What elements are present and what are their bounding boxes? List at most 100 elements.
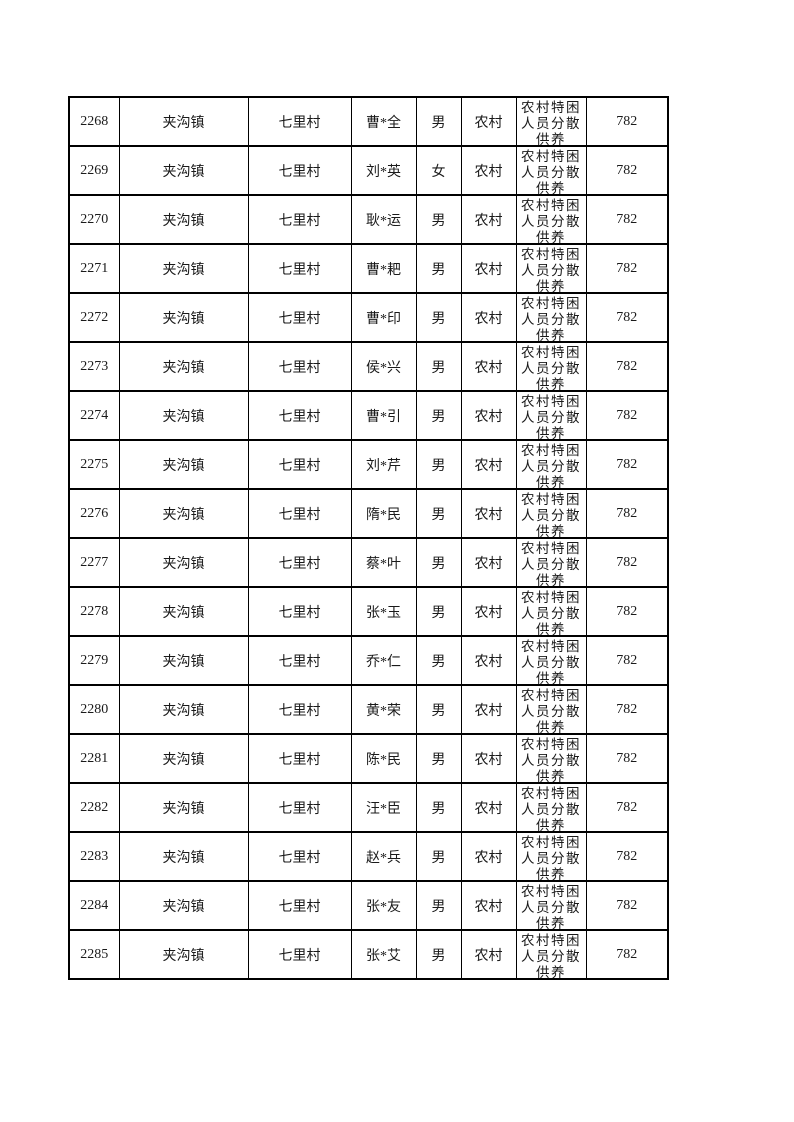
- cell-amount: 782: [585, 733, 669, 784]
- cell-seq: 2279: [68, 635, 120, 686]
- cell-category: 农村特困人员分散供养: [515, 194, 587, 245]
- cell-amount: 782: [585, 488, 669, 539]
- cell-seq: 2284: [68, 880, 120, 931]
- cell-name: 曹*耙: [350, 243, 417, 294]
- cell-seq: 2270: [68, 194, 120, 245]
- cell-gender: 男: [415, 292, 462, 343]
- cell-name: 张*玉: [350, 586, 417, 637]
- cell-village: 七里村: [247, 194, 352, 245]
- cell-amount: 782: [585, 439, 669, 490]
- category-text: 农村特困人员分散供养: [521, 737, 581, 782]
- cell-gender: 男: [415, 586, 462, 637]
- cell-town: 夹沟镇: [118, 488, 249, 539]
- cell-name: 张*艾: [350, 929, 417, 980]
- cell-seq: 2276: [68, 488, 120, 539]
- cell-gender: 男: [415, 782, 462, 833]
- cell-village: 七里村: [247, 439, 352, 490]
- cell-area: 农村: [460, 880, 517, 931]
- category-text: 农村特困人员分散供养: [521, 786, 581, 831]
- cell-amount: 782: [585, 96, 669, 147]
- cell-area: 农村: [460, 684, 517, 735]
- cell-gender: 男: [415, 341, 462, 392]
- cell-town: 夹沟镇: [118, 96, 249, 147]
- cell-area: 农村: [460, 537, 517, 588]
- cell-gender: 男: [415, 831, 462, 882]
- table-row: 2271 夹沟镇 七里村 曹*耙男农村 农村特困人员分散供养 782: [68, 243, 669, 294]
- cell-category: 农村特困人员分散供养: [515, 145, 587, 196]
- table-row: 2274 夹沟镇 七里村 曹*引男农村 农村特困人员分散供养 782: [68, 390, 669, 441]
- cell-area: 农村: [460, 96, 517, 147]
- cell-seq: 2274: [68, 390, 120, 441]
- category-text: 农村特困人员分散供养: [521, 835, 581, 880]
- cell-village: 七里村: [247, 831, 352, 882]
- cell-town: 夹沟镇: [118, 194, 249, 245]
- table-row: 2270 夹沟镇 七里村 耿*运男农村 农村特困人员分散供养 782: [68, 194, 669, 245]
- cell-gender: 男: [415, 96, 462, 147]
- cell-gender: 男: [415, 929, 462, 980]
- table-body: 2268 夹沟镇 七里村 曹*全男农村 农村特困人员分散供养 782 2269 夹沟镇 七里村刘…: [68, 96, 669, 980]
- cell-amount: 782: [585, 390, 669, 441]
- cell-seq: 2282: [68, 782, 120, 833]
- cell-name: 黄*荣: [350, 684, 417, 735]
- table-row: 2281 夹沟镇 七里村 陈*民男农村 农村特困人员分散供养 782: [68, 733, 669, 784]
- cell-amount: 782: [585, 586, 669, 637]
- cell-village: 七里村: [247, 96, 352, 147]
- category-text: 农村特困人员分散供养: [521, 884, 581, 929]
- cell-amount: 782: [585, 782, 669, 833]
- cell-town: 夹沟镇: [118, 439, 249, 490]
- cell-gender: 男: [415, 194, 462, 245]
- table-row: 2284 夹沟镇 七里村 张*友男农村 农村特困人员分散供养 782: [68, 880, 669, 931]
- cell-village: 七里村: [247, 684, 352, 735]
- cell-gender: 男: [415, 390, 462, 441]
- cell-gender: 男: [415, 635, 462, 686]
- cell-amount: 782: [585, 292, 669, 343]
- cell-amount: 782: [585, 929, 669, 980]
- table-row: 2283 夹沟镇 七里村 赵*兵男农村 农村特困人员分散供养 782: [68, 831, 669, 882]
- cell-town: 夹沟镇: [118, 831, 249, 882]
- cell-town: 夹沟镇: [118, 733, 249, 784]
- cell-seq: 2273: [68, 341, 120, 392]
- cell-name: 刘*英: [350, 145, 417, 196]
- table-row: 2269 夹沟镇 七里村 刘*英女农村 农村特困人员分散供养 782: [68, 145, 669, 196]
- category-text: 农村特困人员分散供养: [521, 247, 581, 292]
- table-row: 2273 夹沟镇 七里村 侯*兴男农村 农村特困人员分散供养 782: [68, 341, 669, 392]
- cell-category: 农村特困人员分散供养: [515, 782, 587, 833]
- cell-category: 农村特困人员分散供养: [515, 880, 587, 931]
- category-text: 农村特困人员分散供养: [521, 541, 581, 586]
- cell-village: 七里村: [247, 586, 352, 637]
- cell-seq: 2280: [68, 684, 120, 735]
- cell-category: 农村特困人员分散供养: [515, 831, 587, 882]
- cell-seq: 2277: [68, 537, 120, 588]
- cell-area: 农村: [460, 292, 517, 343]
- category-text: 农村特困人员分散供养: [521, 198, 581, 243]
- cell-village: 七里村: [247, 145, 352, 196]
- cell-area: 农村: [460, 635, 517, 686]
- cell-village: 七里村: [247, 488, 352, 539]
- category-text: 农村特困人员分散供养: [521, 639, 581, 684]
- cell-area: 农村: [460, 733, 517, 784]
- cell-amount: 782: [585, 831, 669, 882]
- table-row: 2279 夹沟镇 七里村 乔*仁男农村 农村特困人员分散供养 782: [68, 635, 669, 686]
- cell-name: 乔*仁: [350, 635, 417, 686]
- table-row: 2282 夹沟镇 七里村 汪*臣男农村 农村特困人员分散供养 782: [68, 782, 669, 833]
- cell-town: 夹沟镇: [118, 243, 249, 294]
- category-text: 农村特困人员分散供养: [521, 492, 581, 537]
- cell-name: 陈*民: [350, 733, 417, 784]
- cell-name: 曹*引: [350, 390, 417, 441]
- cell-area: 农村: [460, 929, 517, 980]
- cell-area: 农村: [460, 439, 517, 490]
- cell-amount: 782: [585, 880, 669, 931]
- cell-seq: 2281: [68, 733, 120, 784]
- cell-category: 农村特困人员分散供养: [515, 586, 587, 637]
- cell-seq: 2285: [68, 929, 120, 980]
- cell-village: 七里村: [247, 880, 352, 931]
- cell-amount: 782: [585, 145, 669, 196]
- cell-name: 曹*印: [350, 292, 417, 343]
- cell-village: 七里村: [247, 782, 352, 833]
- cell-town: 夹沟镇: [118, 292, 249, 343]
- cell-gender: 男: [415, 243, 462, 294]
- cell-seq: 2269: [68, 145, 120, 196]
- category-text: 农村特困人员分散供养: [521, 590, 581, 635]
- category-text: 农村特困人员分散供养: [521, 345, 581, 390]
- cell-gender: 男: [415, 439, 462, 490]
